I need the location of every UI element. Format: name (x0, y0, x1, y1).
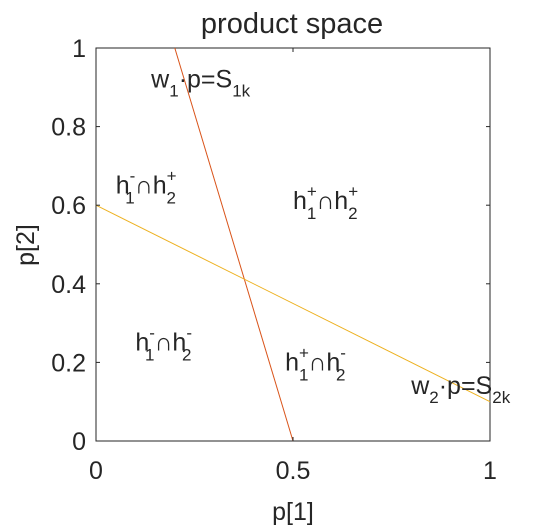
x-tick-label: 1 (483, 457, 497, 485)
series-layer (95, 47, 491, 442)
x-tick-label: 0.5 (276, 457, 311, 485)
line-label-1: w1·p=S1k (150, 65, 251, 100)
annotation-layer: w1·p=S1k w2·p=S2k h-1∩h+ 2 h+ 1∩h+ 2 h-1∩h-2 h+ 1… (116, 65, 511, 407)
series-line-2 (95, 204, 491, 403)
x-tick-label: 0 (89, 457, 103, 485)
plot-area (95, 47, 491, 442)
line-label-2: w2·p=S2k (410, 372, 511, 407)
y-axis-label: p[2] (12, 224, 40, 266)
region-label-2: h+ 1∩h+ 2 (293, 182, 358, 223)
y-tick-label: 0 (72, 428, 86, 456)
y-tick-label: 0.4 (51, 271, 86, 299)
y-tick-label: 1 (72, 35, 86, 63)
region-label-4: h+ 1∩h-2 (285, 343, 346, 384)
series-line-1 (174, 47, 294, 442)
x-axis-label: p[1] (272, 498, 314, 525)
y-tick-label: 0.2 (51, 349, 86, 377)
region-label-1: h-1∩h+ 2 (116, 166, 177, 207)
y-tick-label: 0.6 (51, 192, 86, 220)
region-label-3: h-1∩h-2 (135, 324, 192, 365)
x-axis-ticks: 0 0.5 1 (89, 48, 497, 485)
y-tick-label: 0.8 (51, 114, 86, 142)
chart-title: product space (201, 8, 383, 40)
y-axis-ticks: 0 0.2 0.4 0.6 0.8 1 (51, 35, 490, 456)
